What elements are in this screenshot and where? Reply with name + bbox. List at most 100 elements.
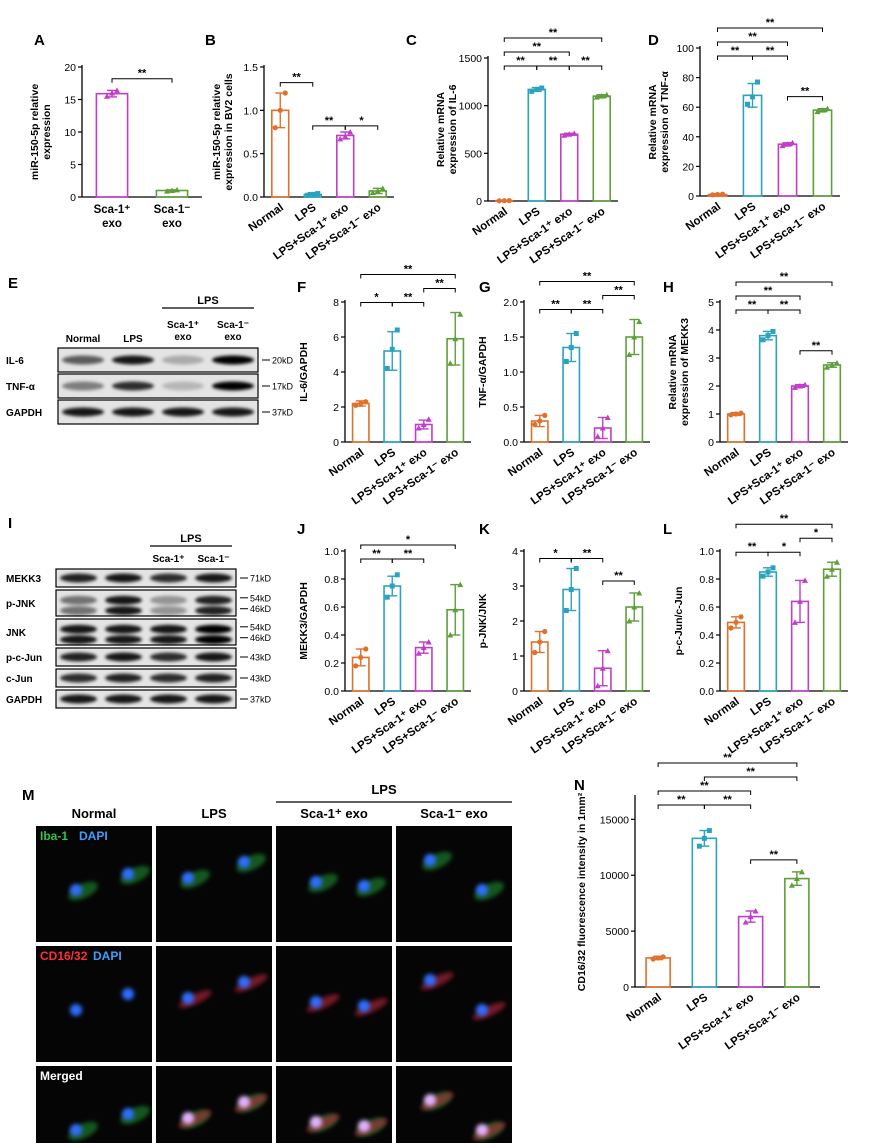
y-axis-label: p-c-Jun/c-Jun [673,587,685,656]
bar [527,88,546,202]
x-category-label: Normal [471,206,510,239]
blot-header-lps: LPS [180,533,201,545]
significance-bracket [360,544,456,549]
bar [822,364,842,443]
data-point [425,639,432,645]
y-tick-label: 0 [512,686,518,698]
x-category-label: Sca-1⁺ [94,204,131,216]
blot-band [105,573,142,583]
data-point [738,614,744,620]
data-point [598,93,605,99]
nucleus [122,1108,134,1120]
bar [691,837,718,988]
significance-label: ** [325,115,334,127]
x-category-label: Normal [506,447,545,480]
data-point [701,835,707,841]
blot-lane-label: exo [174,332,191,343]
nucleus [424,854,436,866]
blot-band [212,381,254,391]
data-point [506,198,512,204]
data-point [784,141,791,147]
data-point [447,632,454,638]
nucleus [122,868,134,880]
data-point [738,410,744,416]
data-point [770,328,776,334]
data-point [747,913,754,920]
significance-label: ** [700,780,709,792]
immunofluorescence-panel-m: M LPS Normal LPS Sca-1⁺ exo Sca-1⁻ exo Iba-1 DA… [0,778,540,1148]
y-axis-label: MEKK3/GAPDH [298,582,310,660]
data-point [789,139,796,146]
significance-label: * [553,548,558,560]
blot-band [105,673,142,683]
data-point [310,191,316,197]
data-point [496,198,502,204]
data-point [457,581,464,588]
micrograph-tile [396,946,512,1062]
y-tick-label: 1500 [459,53,483,65]
y-tick-label: 0.4 [324,630,339,642]
y-tick-label: 0.0 [243,192,258,204]
significance-bracket [111,78,173,83]
data-point [529,88,535,94]
panel-letter: A [34,32,45,49]
y-tick-label: 1.0 [699,546,714,558]
western-blot-panel-i: ILPSNormalLPSSca-1⁺exoSca-1⁻exoMEKK371kD… [0,515,300,718]
blot-row-label: GAPDH [6,408,42,419]
blot-band [60,606,97,616]
data-point [420,644,427,651]
kd-label: 20kD [272,356,294,366]
data-point [792,384,798,390]
blot-band [212,407,254,417]
y-tick-label: 0.5 [503,402,518,414]
blot-band [195,652,232,662]
significance-bracket [752,55,788,60]
blot-strip [55,689,237,709]
blot-row-label: TNF-α [6,382,36,393]
data-point [394,572,400,578]
blot-band [195,635,232,645]
blot-band [60,573,97,583]
data-point [452,606,459,613]
blot-lane-label: exo [224,332,241,343]
bar [737,915,764,988]
x-category-label: exo [162,218,182,230]
data-point [358,654,364,661]
blot-band [60,673,97,683]
blot-band [150,635,187,645]
nucleus [238,1096,250,1108]
y-tick-label: 2.0 [503,297,518,309]
bar [726,413,746,443]
y-tick-label: 0 [476,196,482,208]
blot-band [60,694,97,704]
x-category-label: Normal [327,447,366,480]
panel-letter: I [8,518,12,532]
significance-bracket [657,762,798,767]
kd-label: 71kD [250,574,272,584]
data-point [594,433,601,439]
nucleus [358,880,370,892]
data-point [347,129,354,135]
bar [812,109,833,197]
nucleus [424,1094,436,1106]
nucleus [476,1124,488,1136]
y-tick-label: 0.0 [699,686,714,698]
significance-label: ** [748,299,757,311]
data-point [636,318,643,325]
panel-letter: M [22,787,35,804]
significance-label: ** [801,86,810,98]
bar [335,134,355,198]
significance-bracket [503,37,603,42]
y-axis-label: expression in BV2 cells [223,73,235,190]
panel-letter: L [663,521,672,538]
data-point [342,133,349,139]
significance-label: ** [551,299,560,311]
micro-row-label: Merged [40,1069,83,1083]
data-point [394,327,400,333]
significance-bracket [703,776,798,781]
x-category-label: Normal [327,696,366,729]
significance-bracket [735,295,801,300]
y-tick-label: 4 [708,325,714,337]
bar [777,143,798,197]
